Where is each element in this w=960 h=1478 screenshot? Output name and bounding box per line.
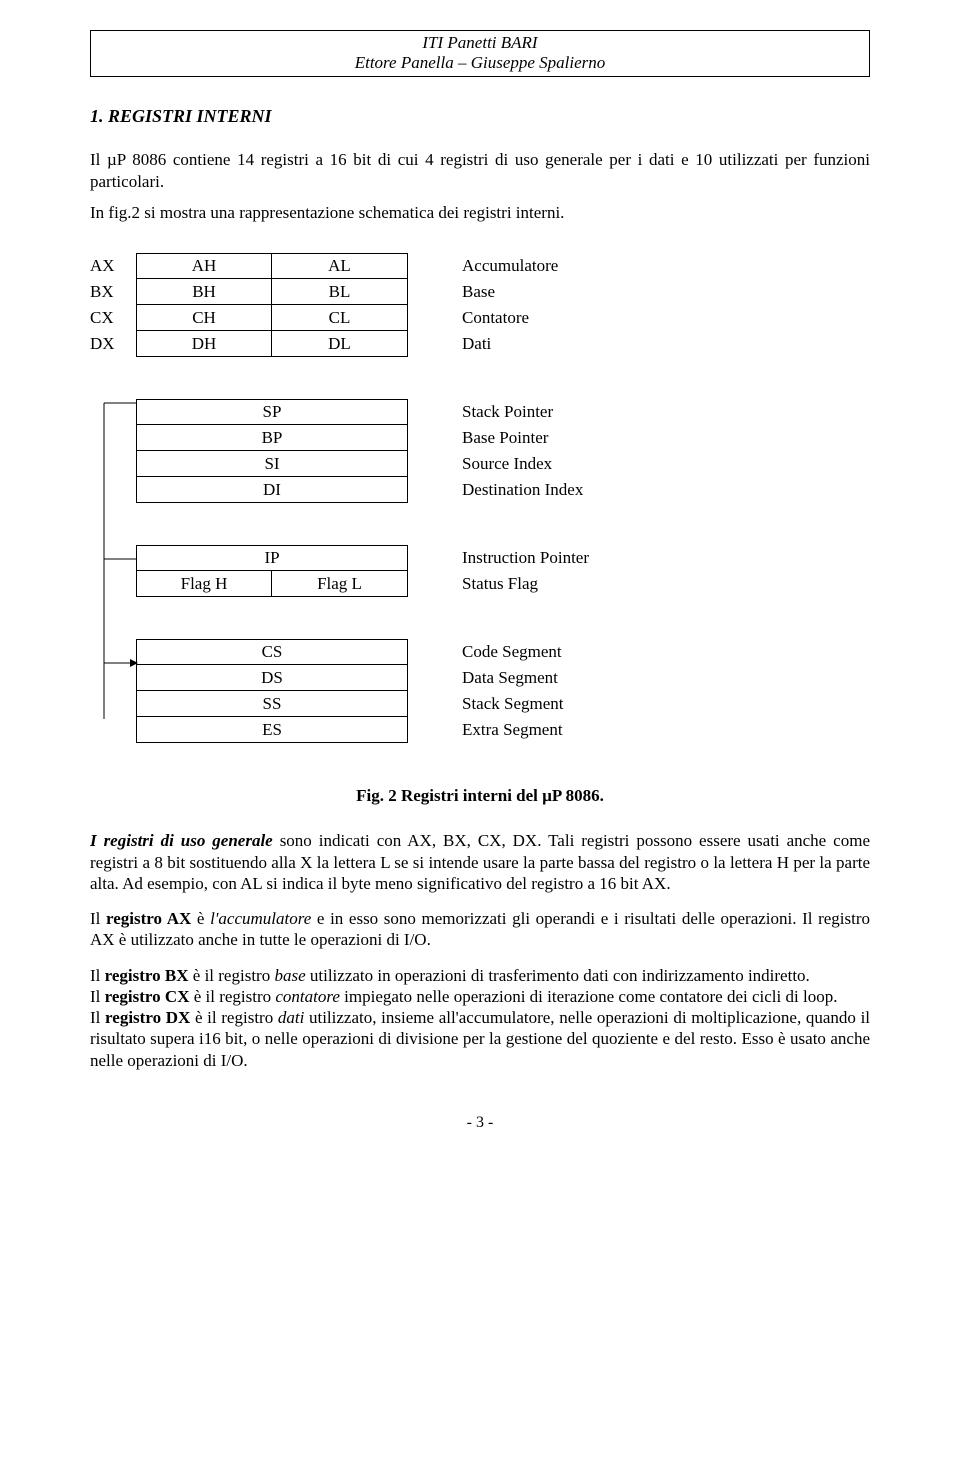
bold-cx: registro CX — [105, 987, 190, 1006]
reg-desc: Extra Segment — [408, 717, 870, 743]
italic-contatore: contatore — [275, 987, 340, 1006]
reg-high: BH — [136, 279, 272, 305]
reg-desc: Code Segment — [408, 639, 870, 665]
reg-name: CX — [90, 305, 136, 331]
register-group-ipflag: IPInstruction PointerFlag HFlag LStatus … — [90, 545, 870, 597]
register-row: Flag HFlag LStatus Flag — [90, 571, 870, 597]
em-uso-generale: I registri di uso generale — [90, 831, 273, 850]
italic-base: base — [274, 966, 305, 985]
reg-cell: IP — [136, 545, 408, 571]
register-group-general: AXAHALAccumulatoreBXBHBLBaseCXCHCLContat… — [90, 253, 870, 357]
reg-desc: Destination Index — [408, 477, 870, 503]
register-row: SISource Index — [90, 451, 870, 477]
register-row: BXBHBLBase — [90, 279, 870, 305]
figure-caption: Fig. 2 Registri interni del µP 8086. — [90, 785, 870, 806]
register-row: BPBase Pointer — [90, 425, 870, 451]
body-p2: Il registro AX è l'accumulatore e in ess… — [90, 908, 870, 951]
reg-cell: ES — [136, 717, 408, 743]
reg-desc: Status Flag — [408, 571, 870, 597]
section-title: 1. REGISTRI INTERNI — [90, 105, 870, 128]
reg-desc: Stack Segment — [408, 691, 870, 717]
reg-low: AL — [272, 253, 408, 279]
bold-bx: registro BX — [105, 966, 189, 985]
intro-paragraph-2: In fig.2 si mostra una rappresentazione … — [90, 202, 870, 223]
register-row: SSStack Segment — [90, 691, 870, 717]
reg-low: Flag L — [272, 571, 408, 597]
reg-desc: Base — [408, 279, 870, 305]
reg-cell: SI — [136, 451, 408, 477]
header-line2: Ettore Panella – Giuseppe Spalierno — [91, 53, 869, 73]
reg-cell: SS — [136, 691, 408, 717]
reg-high: CH — [136, 305, 272, 331]
reg-desc: Source Index — [408, 451, 870, 477]
reg-desc: Contatore — [408, 305, 870, 331]
register-row: ESExtra Segment — [90, 717, 870, 743]
bold-ax: registro AX — [106, 909, 191, 928]
reg-low: CL — [272, 305, 408, 331]
reg-low: BL — [272, 279, 408, 305]
intro-paragraph-1: Il µP 8086 contiene 14 registri a 16 bit… — [90, 149, 870, 192]
register-row: SPStack Pointer — [90, 399, 870, 425]
reg-desc: Dati — [408, 331, 870, 357]
body-p4: Il registro CX è il registro contatore i… — [90, 986, 870, 1007]
reg-desc: Instruction Pointer — [408, 545, 870, 571]
reg-low: DL — [272, 331, 408, 357]
reg-cell: BP — [136, 425, 408, 451]
reg-cell: SP — [136, 399, 408, 425]
reg-name: AX — [90, 253, 136, 279]
italic-accumulatore: l'accumulatore — [210, 909, 311, 928]
register-row: DIDestination Index — [90, 477, 870, 503]
register-diagram: AXAHALAccumulatoreBXBHBLBaseCXCHCLContat… — [90, 253, 870, 743]
register-group-segment: CSCode SegmentDSData SegmentSSStack Segm… — [90, 639, 870, 743]
register-row: DXDHDLDati — [90, 331, 870, 357]
body-p5: Il registro DX è il registro dati utiliz… — [90, 1007, 870, 1071]
header-line1: ITI Panetti BARI — [91, 33, 869, 53]
page-number: - 3 - — [90, 1113, 870, 1133]
reg-name: DX — [90, 331, 136, 357]
reg-cell: DS — [136, 665, 408, 691]
reg-cell: CS — [136, 639, 408, 665]
reg-name: BX — [90, 279, 136, 305]
page-header: ITI Panetti BARI Ettore Panella – Giusep… — [90, 30, 870, 77]
register-row: IPInstruction Pointer — [90, 545, 870, 571]
reg-high: AH — [136, 253, 272, 279]
body-p3: Il registro BX è il registro base utiliz… — [90, 965, 870, 986]
reg-desc: Accumulatore — [408, 253, 870, 279]
body-p1: I registri di uso generale sono indicati… — [90, 830, 870, 894]
register-row: CXCHCLContatore — [90, 305, 870, 331]
register-row: AXAHALAccumulatore — [90, 253, 870, 279]
register-row: DSData Segment — [90, 665, 870, 691]
reg-desc: Data Segment — [408, 665, 870, 691]
reg-desc: Base Pointer — [408, 425, 870, 451]
register-group-pointer: SPStack PointerBPBase PointerSISource In… — [90, 399, 870, 503]
reg-high: Flag H — [136, 571, 272, 597]
reg-cell: DI — [136, 477, 408, 503]
reg-desc: Stack Pointer — [408, 399, 870, 425]
register-row: CSCode Segment — [90, 639, 870, 665]
bold-dx: registro DX — [105, 1008, 190, 1027]
reg-high: DH — [136, 331, 272, 357]
italic-dati: dati — [278, 1008, 304, 1027]
